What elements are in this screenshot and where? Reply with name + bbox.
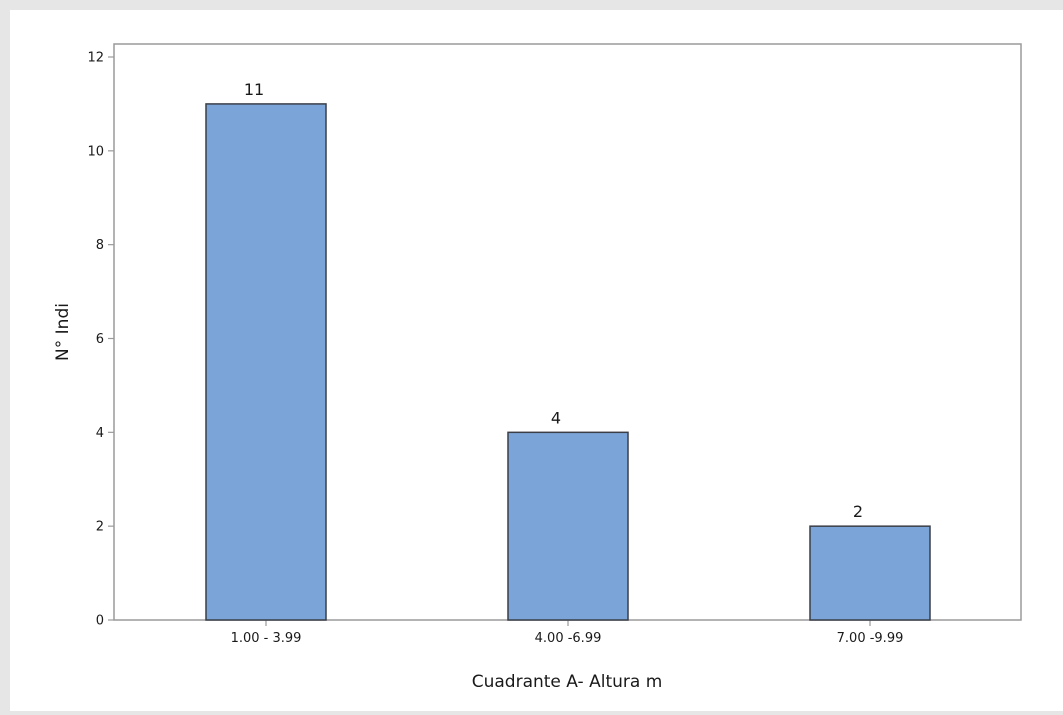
bar [809,525,931,621]
x-axis-title: Cuadrante A- Altura m [472,672,663,692]
x-category-label: 1.00 - 3.99 [231,631,302,646]
data-labels-group: 11 4 2 [244,80,863,521]
bar-value-label: 2 [853,502,863,521]
bar [507,431,629,621]
y-tick-label: 4 [96,426,104,441]
x-category-label: 4.00 -6.99 [535,631,602,646]
bar [205,103,327,621]
y-axis-title: N° Indi [53,303,73,361]
y-tick-label: 8 [96,238,104,253]
y-axis: 0 2 4 6 8 10 12 [87,51,114,629]
y-tick-label: 0 [96,614,104,629]
y-tick-label: 2 [96,520,104,535]
x-category-label: 7.00 -9.99 [837,631,904,646]
bar-value-label: 11 [244,80,264,99]
y-tick-label: 6 [96,332,104,347]
y-tick-label: 12 [87,51,104,66]
bar-value-label: 4 [551,408,561,427]
bars-group [205,103,931,621]
x-axis: 1.00 - 3.99 4.00 -6.99 7.00 -9.99 [231,620,904,646]
y-tick-label: 10 [87,144,104,159]
